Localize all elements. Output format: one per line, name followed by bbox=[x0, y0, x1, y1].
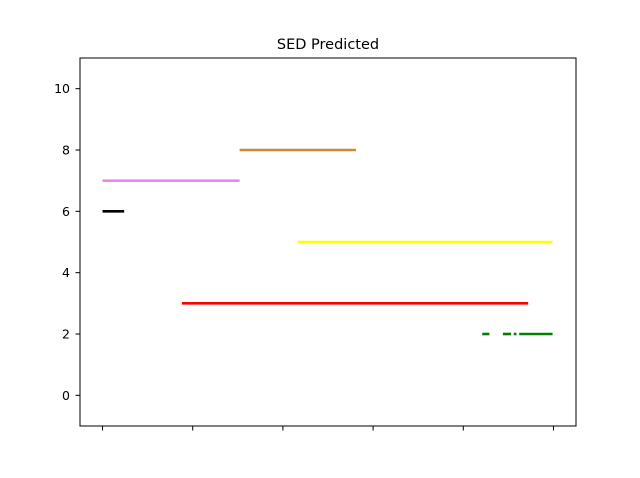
y-tick-label-0: 0 bbox=[62, 388, 70, 403]
plot-frame bbox=[79, 57, 577, 427]
y-tick-label-2: 4 bbox=[62, 265, 70, 280]
axes-layer: 0 2 4 6 8 10 bbox=[54, 57, 577, 431]
series-layer bbox=[102, 148, 553, 336]
y-tick-label-5: 10 bbox=[54, 81, 70, 96]
y-tick-label-1: 2 bbox=[62, 327, 70, 342]
chart-title: SED Predicted bbox=[277, 37, 379, 53]
y-tick-label-4: 8 bbox=[62, 143, 70, 158]
y-tick-label-3: 6 bbox=[62, 204, 70, 219]
